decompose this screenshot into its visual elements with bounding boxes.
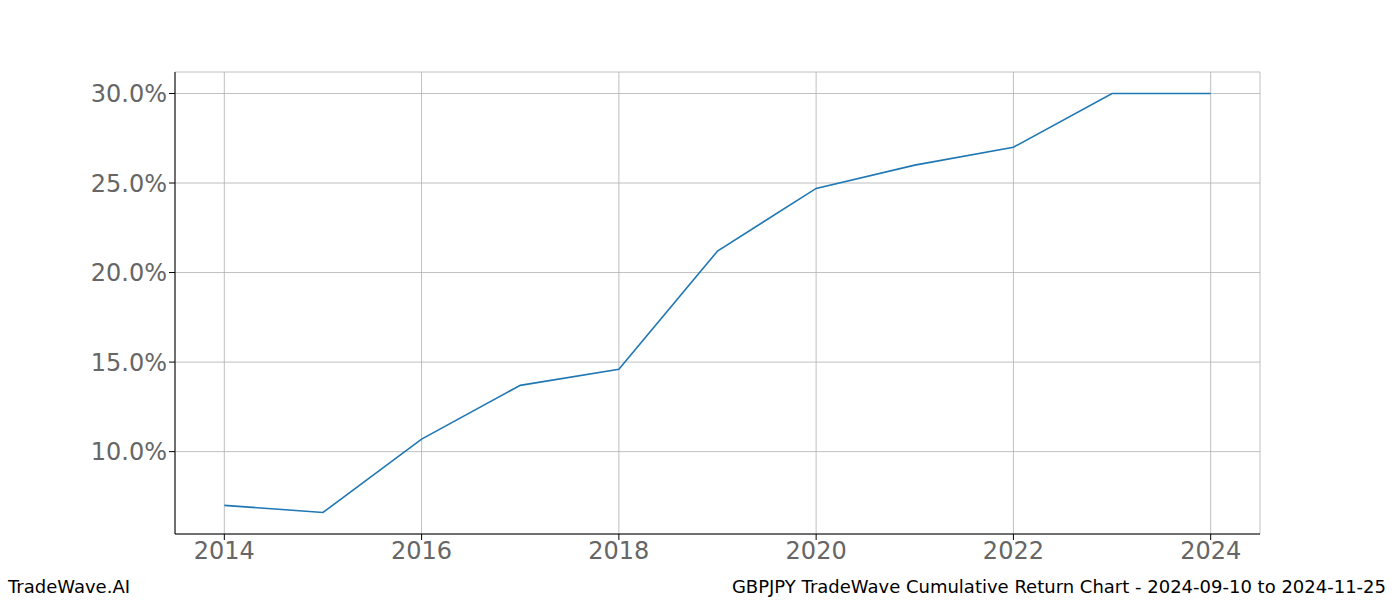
svg-text:10.0%: 10.0% bbox=[91, 438, 167, 466]
svg-text:2014: 2014 bbox=[194, 537, 255, 565]
svg-text:2018: 2018 bbox=[588, 537, 649, 565]
svg-text:15.0%: 15.0% bbox=[91, 349, 167, 377]
svg-text:2020: 2020 bbox=[786, 537, 847, 565]
svg-text:25.0%: 25.0% bbox=[91, 170, 167, 198]
html-text:GBPJPY TradeWave Cumulative Re: GBPJPY TradeWave Cumulative Return Chart… bbox=[731, 576, 1386, 597]
svg-text:2022: 2022 bbox=[983, 537, 1044, 565]
svg-text:30.0%: 30.0% bbox=[91, 80, 167, 108]
html-text:TradeWave.AI: TradeWave.AI bbox=[8, 576, 130, 597]
svg-text:2024: 2024 bbox=[1180, 537, 1241, 565]
svg-text:2016: 2016 bbox=[391, 537, 452, 565]
svg-text:20.0%: 20.0% bbox=[91, 259, 167, 287]
